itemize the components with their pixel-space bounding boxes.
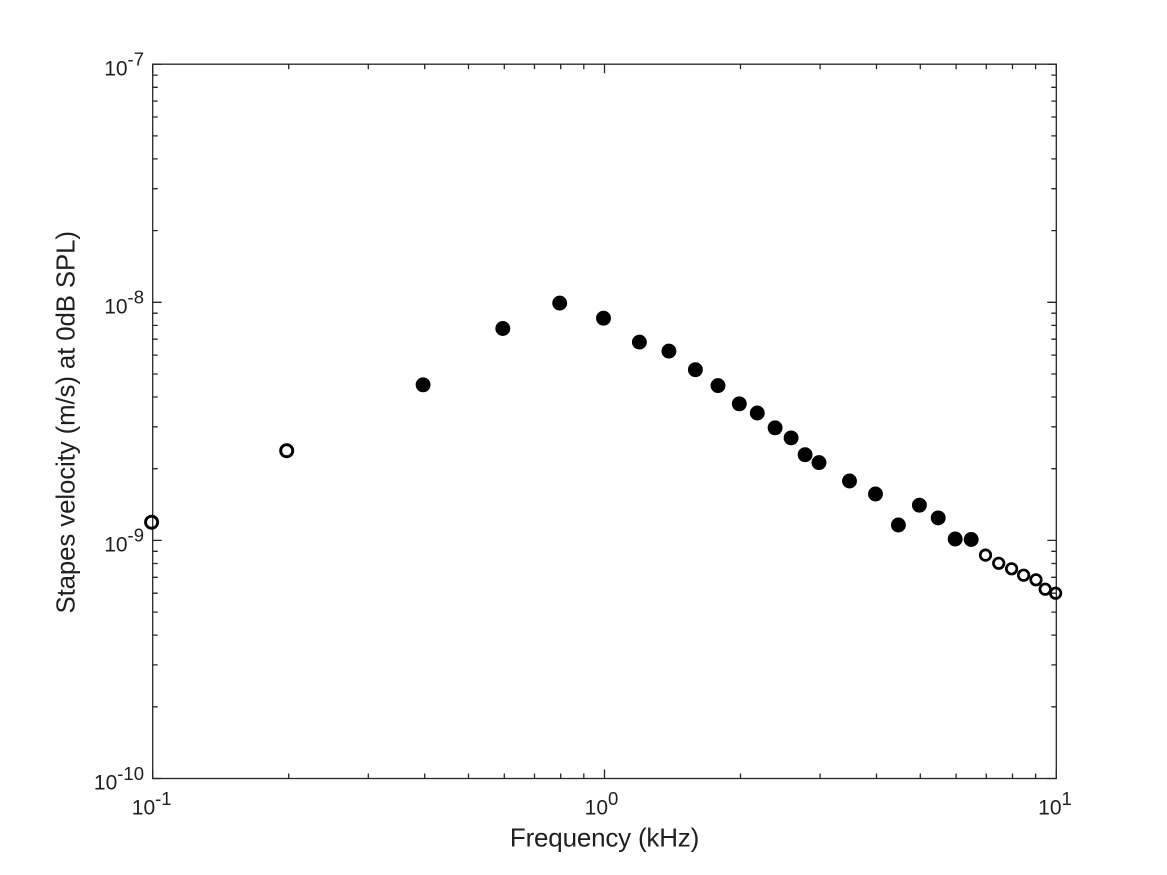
svg-text:Frequency (kHz): Frequency (kHz)	[510, 823, 699, 853]
svg-text:Stapes velocity (m/s) at 0dB S: Stapes velocity (m/s) at 0dB SPL)	[53, 231, 81, 613]
